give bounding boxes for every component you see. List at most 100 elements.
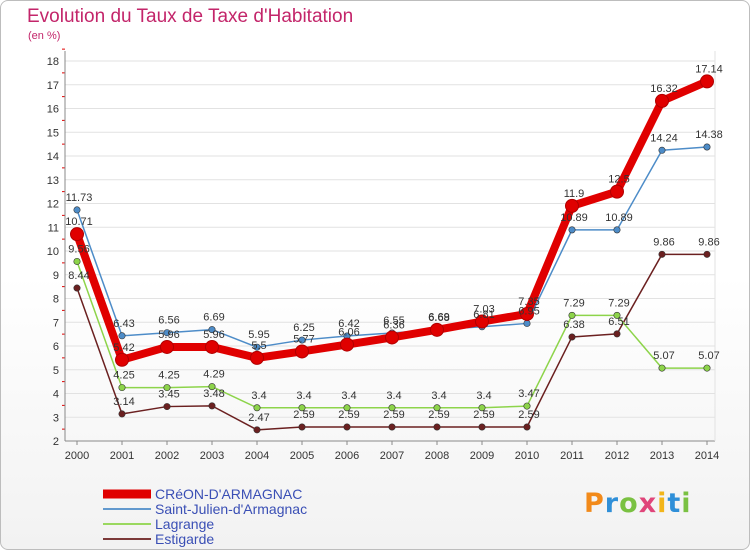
logo-letter: t xyxy=(667,488,682,519)
data-point xyxy=(295,344,309,359)
data-label: 5.77 xyxy=(293,333,314,345)
y-tick-label: 17 xyxy=(47,80,59,92)
y-tick-label: 16 xyxy=(47,104,59,116)
data-label: 3.4 xyxy=(341,390,356,402)
x-tick-label: 2005 xyxy=(290,450,314,462)
data-point xyxy=(160,339,174,354)
chart-title: Evolution du Taux de Taxe d'Habitation xyxy=(27,6,354,27)
data-label: 3.4 xyxy=(431,390,446,402)
x-tick-label: 2006 xyxy=(335,450,359,462)
logo-letter: x xyxy=(638,488,658,519)
data-point xyxy=(565,198,579,213)
data-label: 4.25 xyxy=(113,370,134,382)
data-label: 6.68 xyxy=(428,312,449,324)
data-label: 3.4 xyxy=(476,390,491,402)
data-point xyxy=(568,226,576,234)
data-label: 3.45 xyxy=(158,389,179,401)
data-label: 6.38 xyxy=(563,319,584,331)
data-point xyxy=(475,314,489,329)
data-label: 2.59 xyxy=(428,409,449,421)
data-point xyxy=(523,319,531,327)
x-tick-label: 2002 xyxy=(155,450,179,462)
data-label: 6.55 xyxy=(383,315,404,327)
data-label: 7.35 xyxy=(518,296,539,308)
data-point xyxy=(703,364,711,372)
data-label: 10.89 xyxy=(605,212,633,224)
chart-subtitle: (en %) xyxy=(28,30,61,42)
data-label: 6.95 xyxy=(518,305,539,317)
data-point xyxy=(568,333,576,341)
x-tick-label: 2000 xyxy=(65,450,89,462)
data-point xyxy=(433,423,441,431)
data-point xyxy=(115,352,129,367)
data-label: 2.59 xyxy=(383,409,404,421)
data-label: 9.86 xyxy=(653,236,674,248)
data-label: 3.14 xyxy=(113,396,134,408)
data-point xyxy=(298,404,306,412)
data-label: 2.47 xyxy=(248,412,269,424)
data-point xyxy=(388,404,396,412)
x-tick-label: 2011 xyxy=(560,450,584,462)
y-tick-label: 11 xyxy=(48,222,59,234)
data-point xyxy=(208,326,216,334)
x-tick-label: 2003 xyxy=(200,450,224,462)
data-label: 2.59 xyxy=(518,409,539,421)
data-label: 3.4 xyxy=(386,390,401,402)
data-label: 6.43 xyxy=(113,318,134,330)
data-point xyxy=(343,423,351,431)
data-point xyxy=(568,311,576,319)
data-point xyxy=(658,250,666,258)
y-tick-label: 15 xyxy=(47,127,59,139)
legend-label: Estigarde xyxy=(155,531,214,547)
x-tick-label: 2001 xyxy=(110,450,134,462)
y-tick-label: 7 xyxy=(53,317,59,329)
data-label: 4.25 xyxy=(158,370,179,382)
x-tick-label: 2004 xyxy=(245,450,269,462)
data-label: 6.51 xyxy=(608,316,629,328)
data-label: 11.9 xyxy=(564,188,585,200)
y-tick-label: 10 xyxy=(47,246,59,258)
data-label: 9.86 xyxy=(698,236,719,248)
data-label: 5.96 xyxy=(203,329,224,341)
data-label: 6.06 xyxy=(338,327,359,339)
data-point xyxy=(655,93,669,108)
proxiti-logo: Proxiti xyxy=(584,488,692,519)
logo-letter: i xyxy=(657,488,668,519)
legend-label: CRéON-D'ARMAGNAC xyxy=(155,486,302,502)
data-point xyxy=(520,306,534,321)
data-label: 5.42 xyxy=(113,342,134,354)
data-point xyxy=(205,339,219,354)
data-label: 3.4 xyxy=(251,390,266,402)
data-label: 6.25 xyxy=(293,322,314,334)
data-point xyxy=(340,337,354,352)
legend-label: Saint-Julien-d'Armagnac xyxy=(155,501,307,517)
data-point xyxy=(118,384,126,392)
data-label: 8.44 xyxy=(68,270,89,282)
data-point xyxy=(253,343,261,351)
data-point xyxy=(478,423,486,431)
data-label: 5.96 xyxy=(158,329,179,341)
data-point xyxy=(700,74,714,89)
data-label: 3.4 xyxy=(296,390,311,402)
data-point xyxy=(703,250,711,258)
data-label: 5.07 xyxy=(698,350,719,362)
data-point xyxy=(658,364,666,372)
data-label: 14.24 xyxy=(650,132,678,144)
data-label: 12.5 xyxy=(608,174,629,186)
data-point xyxy=(298,423,306,431)
data-point xyxy=(658,146,666,154)
logo-letter: o xyxy=(619,488,639,519)
y-tick-label: 18 xyxy=(47,56,59,68)
data-label: 16.32 xyxy=(650,83,678,95)
x-tick-label: 2008 xyxy=(425,450,449,462)
data-point xyxy=(73,206,81,214)
data-label: 2.59 xyxy=(293,409,314,421)
data-point xyxy=(385,330,399,345)
x-tick-label: 2007 xyxy=(380,450,404,462)
data-point xyxy=(73,284,81,292)
data-point xyxy=(163,384,171,392)
data-label: 5.5 xyxy=(251,340,266,352)
data-label: 6.69 xyxy=(428,312,449,324)
